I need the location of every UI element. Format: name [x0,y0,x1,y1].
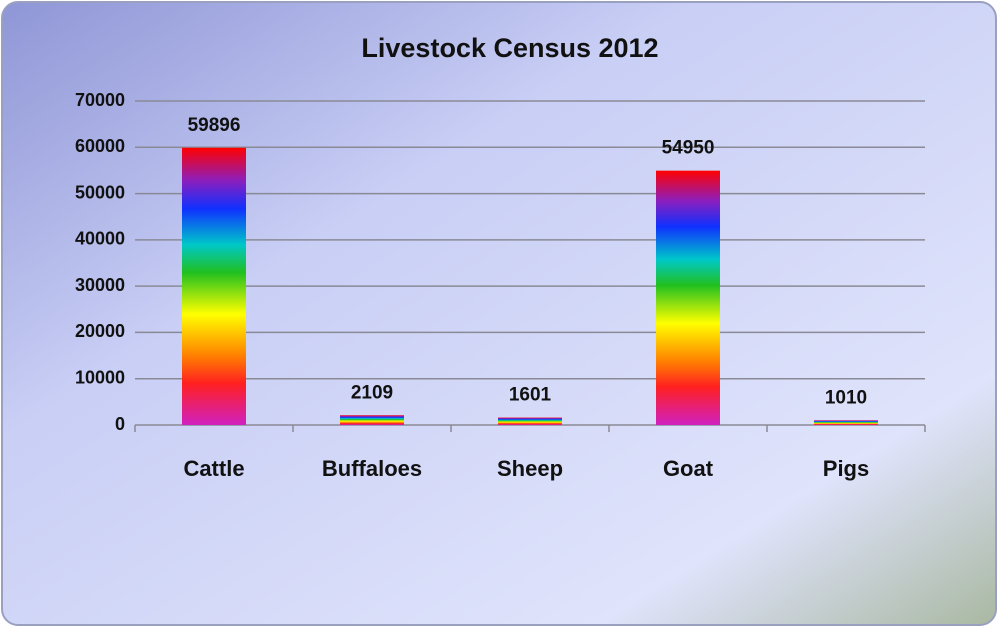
bar [340,415,404,425]
y-tick-label: 0 [115,414,125,434]
x-tick-label: Goat [663,456,714,481]
data-label: 1010 [825,387,867,408]
data-label: 59896 [188,115,241,136]
bar [182,147,246,425]
bar [498,417,562,425]
chart-title: Livestock Census 2012 [361,33,658,63]
x-tick-label: Sheep [497,456,563,481]
x-tick-label: Cattle [183,456,244,481]
data-label: 54950 [662,138,715,159]
bar [814,420,878,425]
y-tick-label: 10000 [75,367,125,387]
x-tick-label: Buffaloes [322,456,422,481]
y-tick-label: 40000 [75,229,125,249]
y-tick-label: 20000 [75,321,125,341]
y-tick-label: 30000 [75,275,125,295]
y-tick-label: 60000 [75,136,125,156]
data-label: 2109 [351,382,393,403]
data-label: 1601 [509,385,552,406]
y-tick-label: 70000 [75,90,125,110]
x-tick-label: Pigs [823,456,869,481]
bar [656,170,720,425]
y-tick-label: 50000 [75,182,125,202]
